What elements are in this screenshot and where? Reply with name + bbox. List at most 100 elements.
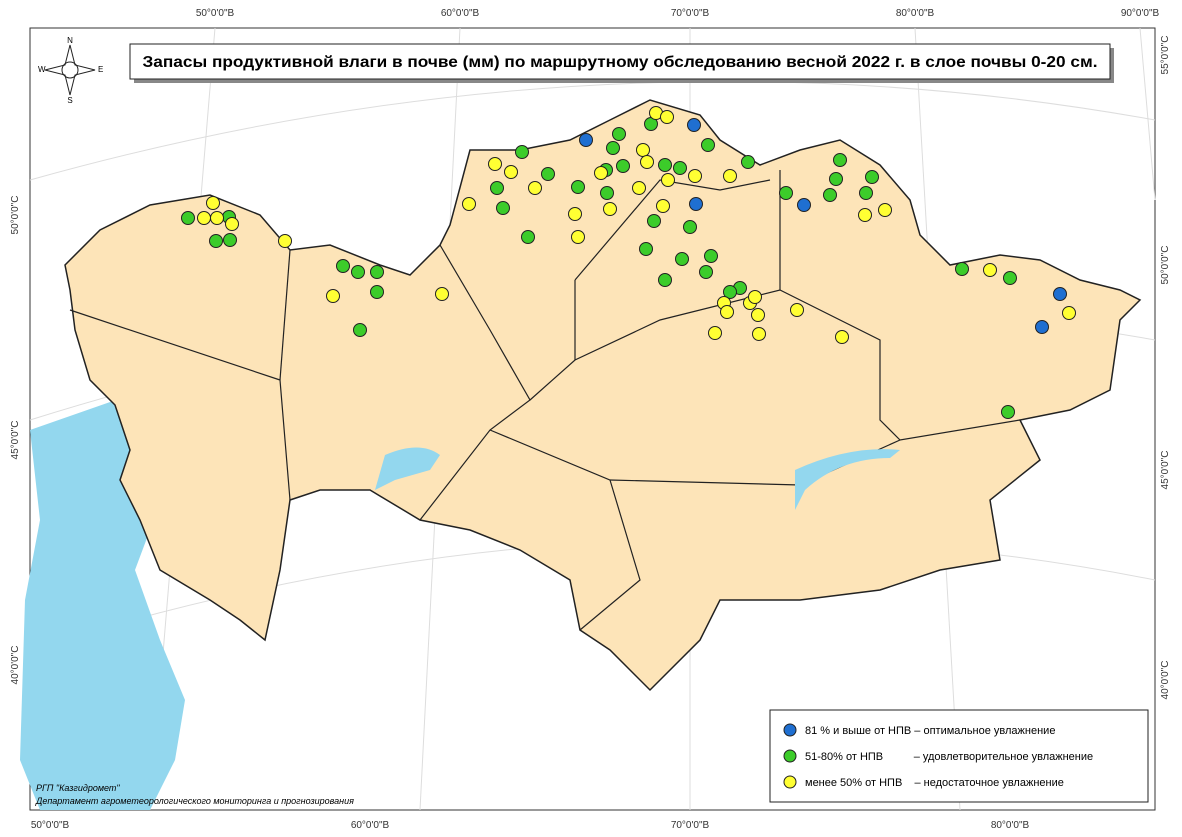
station <box>225 217 239 231</box>
station <box>603 202 617 216</box>
station <box>370 265 384 279</box>
station <box>675 252 689 266</box>
station <box>640 155 654 169</box>
legend <box>769 709 1149 803</box>
station <box>689 197 703 211</box>
lat-label: 40°0'0"С <box>10 646 21 685</box>
station <box>594 166 608 180</box>
station <box>490 181 504 195</box>
station <box>612 127 626 141</box>
lat-label: 45°0'0"С <box>1160 451 1171 490</box>
station <box>673 161 687 175</box>
station <box>983 263 997 277</box>
station <box>462 197 476 211</box>
station <box>658 158 672 172</box>
station <box>751 308 765 322</box>
station <box>197 211 211 225</box>
station <box>568 207 582 221</box>
lon-label: 60°0'0"В <box>441 8 480 19</box>
station <box>616 159 630 173</box>
compass-n: N <box>67 36 73 45</box>
station <box>660 110 674 124</box>
station <box>723 285 737 299</box>
compass: N E S W <box>38 36 103 105</box>
station <box>779 186 793 200</box>
station <box>223 233 237 247</box>
station <box>521 230 535 244</box>
compass-e: E <box>98 65 103 74</box>
legend-marker <box>783 775 797 789</box>
station <box>858 208 872 222</box>
legend-marker <box>783 749 797 763</box>
station <box>748 290 762 304</box>
lat-label: 50°0'0"С <box>10 196 21 235</box>
title-box <box>129 43 1111 80</box>
station <box>639 242 653 256</box>
station <box>488 157 502 171</box>
lon-label: 90°0'0"В <box>1121 8 1160 19</box>
station <box>606 141 620 155</box>
aral-sea <box>375 447 440 490</box>
station <box>790 303 804 317</box>
station <box>1053 287 1067 301</box>
station <box>859 186 873 200</box>
station <box>829 172 843 186</box>
compass-s: S <box>67 96 72 105</box>
station <box>1035 320 1049 334</box>
station <box>600 186 614 200</box>
credit: Департамент агрометеорологического монит… <box>35 796 354 806</box>
station <box>752 327 766 341</box>
station <box>835 330 849 344</box>
station <box>278 234 292 248</box>
country <box>64 99 1142 692</box>
station <box>209 234 223 248</box>
station <box>833 153 847 167</box>
station <box>823 188 837 202</box>
station <box>210 211 224 225</box>
station <box>353 323 367 337</box>
lon-label: 70°0'0"В <box>671 820 710 831</box>
station <box>1001 405 1015 419</box>
lat-label: 45°0'0"С <box>10 421 21 460</box>
station <box>704 249 718 263</box>
station <box>541 167 555 181</box>
station <box>955 262 969 276</box>
legend-marker <box>783 723 797 737</box>
legend-label: менее 50% от НПВ – недостаточное увлажне… <box>805 777 1064 789</box>
station <box>181 211 195 225</box>
station <box>632 181 646 195</box>
station <box>878 203 892 217</box>
legend-label: 81 % и выше от НПВ – оптимальное увлажне… <box>805 725 1055 737</box>
station <box>699 265 713 279</box>
lat-label: 50°0'0"С <box>1160 246 1171 285</box>
station <box>797 198 811 212</box>
station <box>741 155 755 169</box>
station <box>515 145 529 159</box>
station <box>658 273 672 287</box>
compass-w: W <box>38 65 46 74</box>
station <box>656 199 670 213</box>
lon-label: 60°0'0"В <box>351 820 390 831</box>
credit: РГП "Казгидромет" <box>36 783 120 793</box>
station <box>661 173 675 187</box>
lon-label: 50°0'0"В <box>196 8 235 19</box>
station <box>687 118 701 132</box>
lon-label: 70°0'0"В <box>671 8 710 19</box>
station <box>1003 271 1017 285</box>
legend-label: 51-80% от НПВ – удовлетворительное увлаж… <box>805 751 1093 763</box>
station <box>647 214 661 228</box>
lon-label: 80°0'0"В <box>896 8 935 19</box>
station <box>701 138 715 152</box>
station <box>708 326 722 340</box>
station <box>326 289 340 303</box>
station <box>720 305 734 319</box>
lon-label: 50°0'0"В <box>31 820 70 831</box>
station <box>571 230 585 244</box>
station <box>435 287 449 301</box>
lat-label: 55°0'0"С <box>1160 36 1171 75</box>
station <box>504 165 518 179</box>
title: Запасы продуктивной влаги в почве (мм) п… <box>143 54 1098 71</box>
station <box>528 181 542 195</box>
station <box>723 169 737 183</box>
